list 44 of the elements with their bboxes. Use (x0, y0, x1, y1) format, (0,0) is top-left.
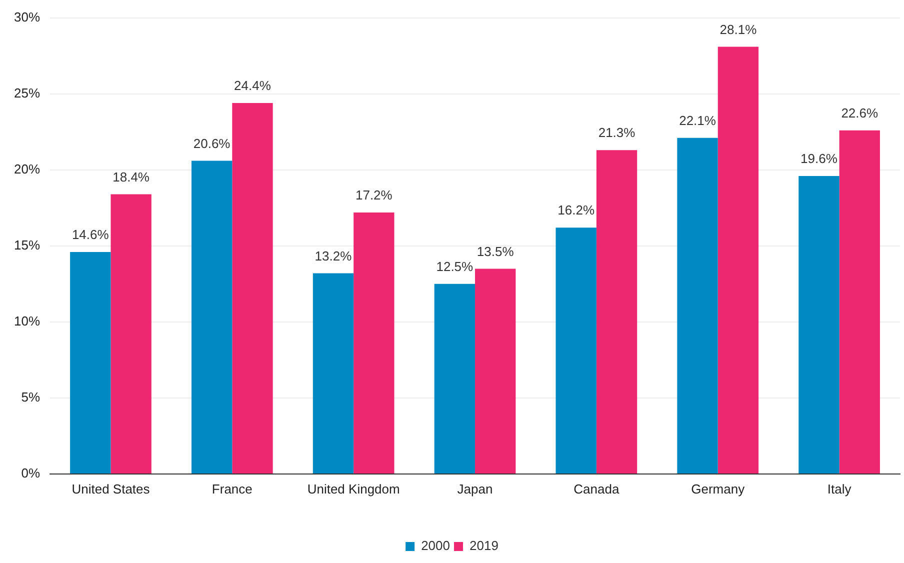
data-label: 24.4% (234, 78, 272, 94)
y-tick-label: 0% (21, 466, 40, 481)
bar (110, 194, 152, 474)
bar (70, 252, 111, 474)
x-tick-label: United Kingdom (307, 481, 400, 496)
bar (354, 212, 394, 474)
data-label: 22.1% (679, 113, 716, 128)
data-label: 17.2% (355, 188, 393, 203)
bar (839, 130, 880, 474)
x-tick-label: Canada (574, 481, 620, 496)
data-label: 16.2% (558, 202, 595, 218)
data-label: 12.5% (436, 258, 474, 274)
y-tick-label: 25% (14, 85, 40, 100)
y-tick-label: 15% (14, 237, 40, 252)
data-label: 21.3% (598, 125, 636, 140)
bar (798, 176, 840, 474)
bar (191, 160, 232, 474)
x-tick-label: Italy (827, 481, 852, 496)
bar (434, 284, 476, 474)
data-label: 13.5% (476, 244, 514, 259)
data-label: 28.1% (720, 22, 758, 37)
data-label: 19.6% (800, 151, 838, 166)
data-label: 18.4% (112, 169, 150, 184)
data-label: 14.6% (72, 227, 110, 242)
x-tick-label: United States (72, 481, 150, 496)
bar (312, 273, 354, 474)
x-tick-label: Germany (691, 481, 746, 496)
data-label: 22.6% (841, 105, 878, 120)
bar (677, 138, 718, 474)
bar (596, 150, 638, 474)
y-tick-label: 10% (14, 314, 40, 329)
bar (475, 268, 516, 474)
legend-label: 2019 (470, 538, 498, 554)
bar (232, 102, 273, 474)
y-tick-label: 30% (14, 9, 40, 24)
data-label: 20.6% (193, 136, 231, 151)
bar (718, 46, 759, 474)
bar (556, 228, 596, 474)
x-tick-label: Japan (457, 481, 493, 496)
y-tick-label: 20% (14, 161, 40, 176)
data-label: 13.2% (314, 248, 352, 264)
y-tick-label: 5% (21, 390, 40, 405)
x-tick-label: France (212, 481, 252, 496)
legend-label: 2000 (421, 538, 450, 554)
